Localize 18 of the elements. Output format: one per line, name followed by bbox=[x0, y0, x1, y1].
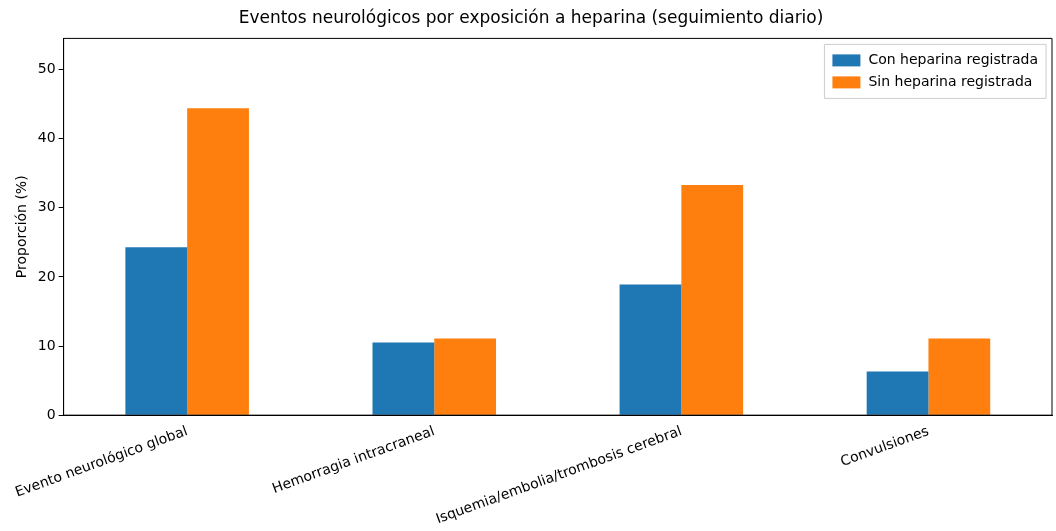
y-tick-label: 50 bbox=[37, 60, 56, 77]
y-tick-label: 20 bbox=[37, 267, 56, 284]
bar bbox=[187, 108, 249, 415]
legend-label: Sin heparina registrada bbox=[868, 73, 1033, 90]
bar bbox=[681, 184, 744, 415]
bar bbox=[372, 342, 435, 415]
bar bbox=[125, 247, 188, 415]
y-axis-title: Proporción (%) bbox=[13, 175, 30, 279]
bar bbox=[619, 284, 682, 415]
y-tick-label: 10 bbox=[37, 336, 56, 353]
bar bbox=[928, 338, 991, 415]
legend-label: Con heparina registrada bbox=[868, 51, 1039, 68]
y-tick-label: 40 bbox=[37, 129, 56, 146]
chart-title: Eventos neurológicos por exposición a heparina (seguimiento diario) bbox=[238, 6, 824, 27]
bar bbox=[434, 338, 497, 415]
y-tick-label: 30 bbox=[37, 198, 56, 215]
y-tick-label: 0 bbox=[46, 405, 56, 422]
bar bbox=[866, 371, 929, 415]
